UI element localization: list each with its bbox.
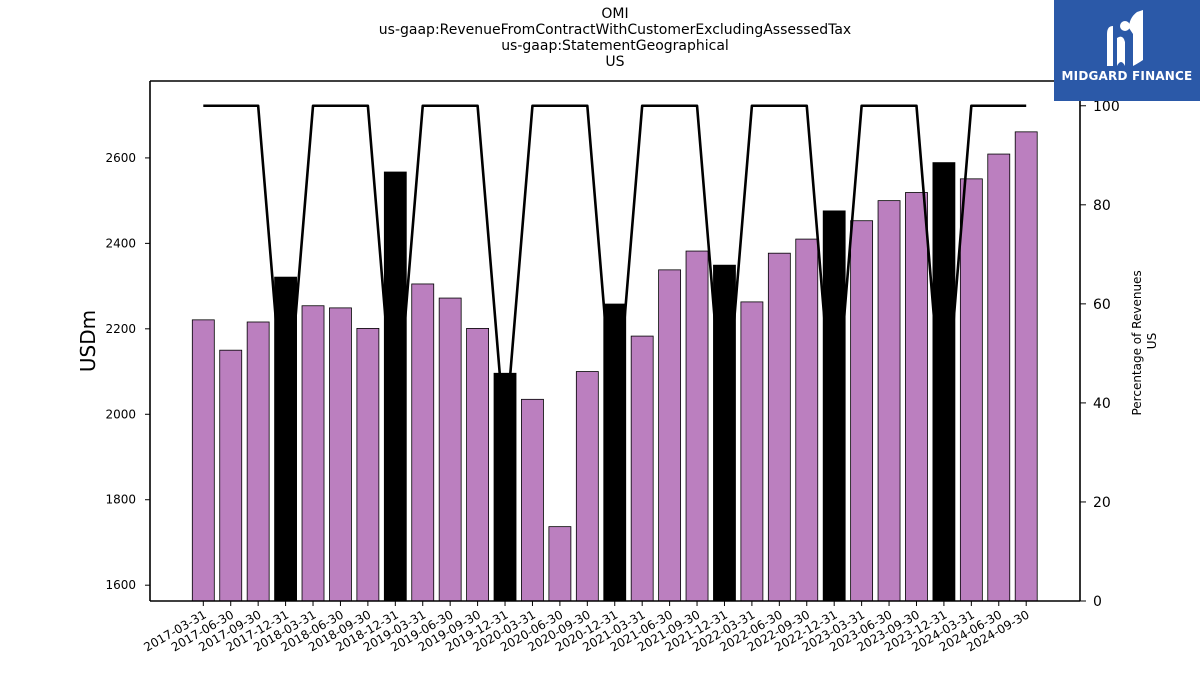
chart-title: OMI us-gaap:RevenueFromContractWithCusto… <box>0 6 1200 70</box>
bar <box>905 192 928 602</box>
chart-title-line: OMI <box>601 6 629 22</box>
y-tick-label: 1600 <box>105 578 136 592</box>
y-tick-label: 2000 <box>105 407 136 421</box>
y2-tick-label: 100 <box>1093 99 1120 115</box>
y-tick-label: 2600 <box>105 151 136 165</box>
bar <box>767 252 791 602</box>
chart-title-line: US <box>605 54 625 70</box>
y-ticks: 1600 1800 2000 2200 2400 2600 <box>105 151 150 592</box>
bar <box>850 220 874 602</box>
bar <box>877 200 901 602</box>
bar <box>219 349 243 602</box>
bar <box>383 171 407 602</box>
bar <box>191 319 215 602</box>
bar-series <box>191 131 1038 602</box>
y-tick-label: 2400 <box>105 236 136 250</box>
y-tick-label: 2200 <box>105 322 136 336</box>
logo-text: MIDGARD FINANCE <box>1061 69 1193 83</box>
series-line <box>203 104 1027 439</box>
y2-axis-label-line-1: Percentage of Revenues <box>1130 270 1144 415</box>
y2-ticks: 0 20 40 60 80 100 <box>1080 99 1120 610</box>
chart-title-line: us-gaap:RevenueFromContractWithCustomerE… <box>378 22 852 38</box>
bar <box>521 398 544 602</box>
bar <box>246 321 270 602</box>
bar <box>685 250 709 602</box>
bar <box>438 297 462 602</box>
y2-axis-label-line-2: US <box>1145 333 1159 349</box>
bar <box>959 178 983 602</box>
y2-tick-label: 80 <box>1093 198 1111 214</box>
bar <box>548 526 572 602</box>
bar <box>1014 131 1038 602</box>
x-ticks: 2017-03-312017-06-302017-09-302017-12-31… <box>141 601 1032 654</box>
midgard-finance-logo-icon <box>1107 10 1143 66</box>
bar <box>301 305 325 602</box>
y2-axis-label: Percentage of Revenues US <box>1130 266 1159 415</box>
line-series <box>203 104 1027 439</box>
y-tick-label: 1800 <box>105 493 136 507</box>
bar <box>356 327 380 602</box>
bar <box>987 153 1011 602</box>
bar <box>493 372 517 602</box>
midgard-finance-logo: MIDGARD FINANCE <box>1054 0 1200 101</box>
bar <box>658 269 682 602</box>
bar <box>329 307 352 602</box>
y2-tick-label: 60 <box>1093 297 1111 313</box>
y2-tick-label: 20 <box>1093 495 1111 511</box>
bar <box>740 301 764 602</box>
chart-title-line: us-gaap:StatementGeographical <box>501 38 729 54</box>
y-axis-label: USDm <box>76 310 100 372</box>
y2-tick-label: 40 <box>1093 396 1111 412</box>
bar <box>932 162 956 602</box>
bar <box>575 371 599 602</box>
bar <box>274 276 297 602</box>
bar <box>630 335 654 602</box>
y2-tick-label: 0 <box>1093 594 1102 610</box>
bar <box>795 238 819 602</box>
bar <box>411 283 435 602</box>
bar <box>822 210 846 602</box>
bar <box>466 327 490 602</box>
